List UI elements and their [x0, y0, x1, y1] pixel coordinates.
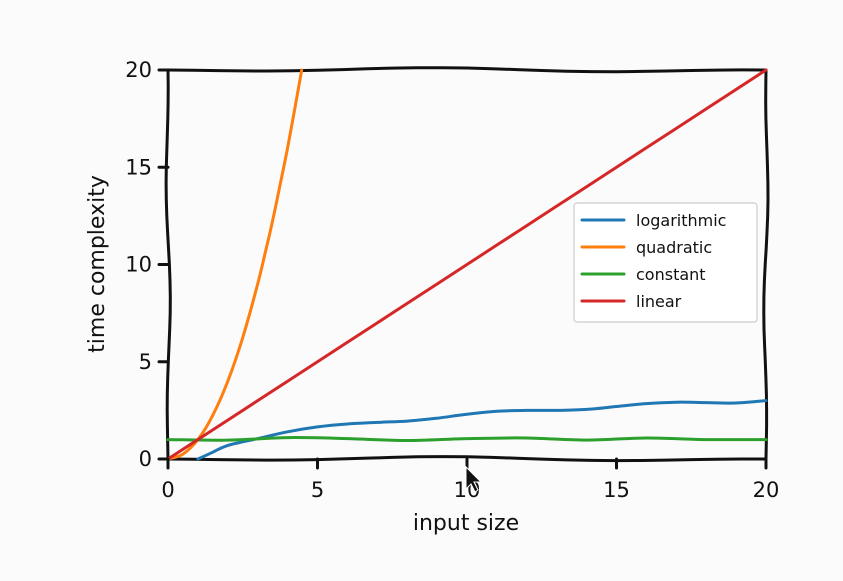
legend-label-linear: linear	[636, 292, 682, 311]
y-tick-label: 15	[125, 155, 152, 179]
series-group	[166, 68, 768, 461]
frame-bottom	[166, 455, 768, 463]
y-tick-label: 5	[139, 350, 152, 374]
series-line-constant	[166, 436, 768, 442]
x-tick-label: 5	[311, 478, 324, 502]
legend-box	[573, 202, 758, 323]
frame-right	[762, 68, 770, 461]
legend-label-constant: constant	[636, 265, 706, 284]
frame-top	[166, 66, 768, 74]
legend-label-logarithmic: logarithmic	[636, 211, 726, 230]
legend: logarithmic quadratic constant linear	[573, 202, 758, 323]
y-axis-label: time complexity	[85, 175, 110, 353]
y-tick-label: 0	[139, 447, 152, 471]
x-axis-label: input size	[413, 511, 519, 536]
mouse-cursor-icon	[465, 465, 483, 493]
series-line-linear	[166, 68, 768, 461]
x-tick-label: 20	[753, 478, 780, 502]
plot-frame	[164, 66, 770, 463]
legend-label-quadratic: quadratic	[636, 238, 712, 257]
series-line-logarithmic	[196, 399, 768, 461]
y-tick-label: 10	[125, 253, 152, 277]
x-tick-label: 15	[603, 478, 630, 502]
x-tick-label: 0	[161, 478, 174, 502]
series-line-quadratic	[166, 68, 304, 461]
y-tick-label: 20	[125, 58, 152, 82]
